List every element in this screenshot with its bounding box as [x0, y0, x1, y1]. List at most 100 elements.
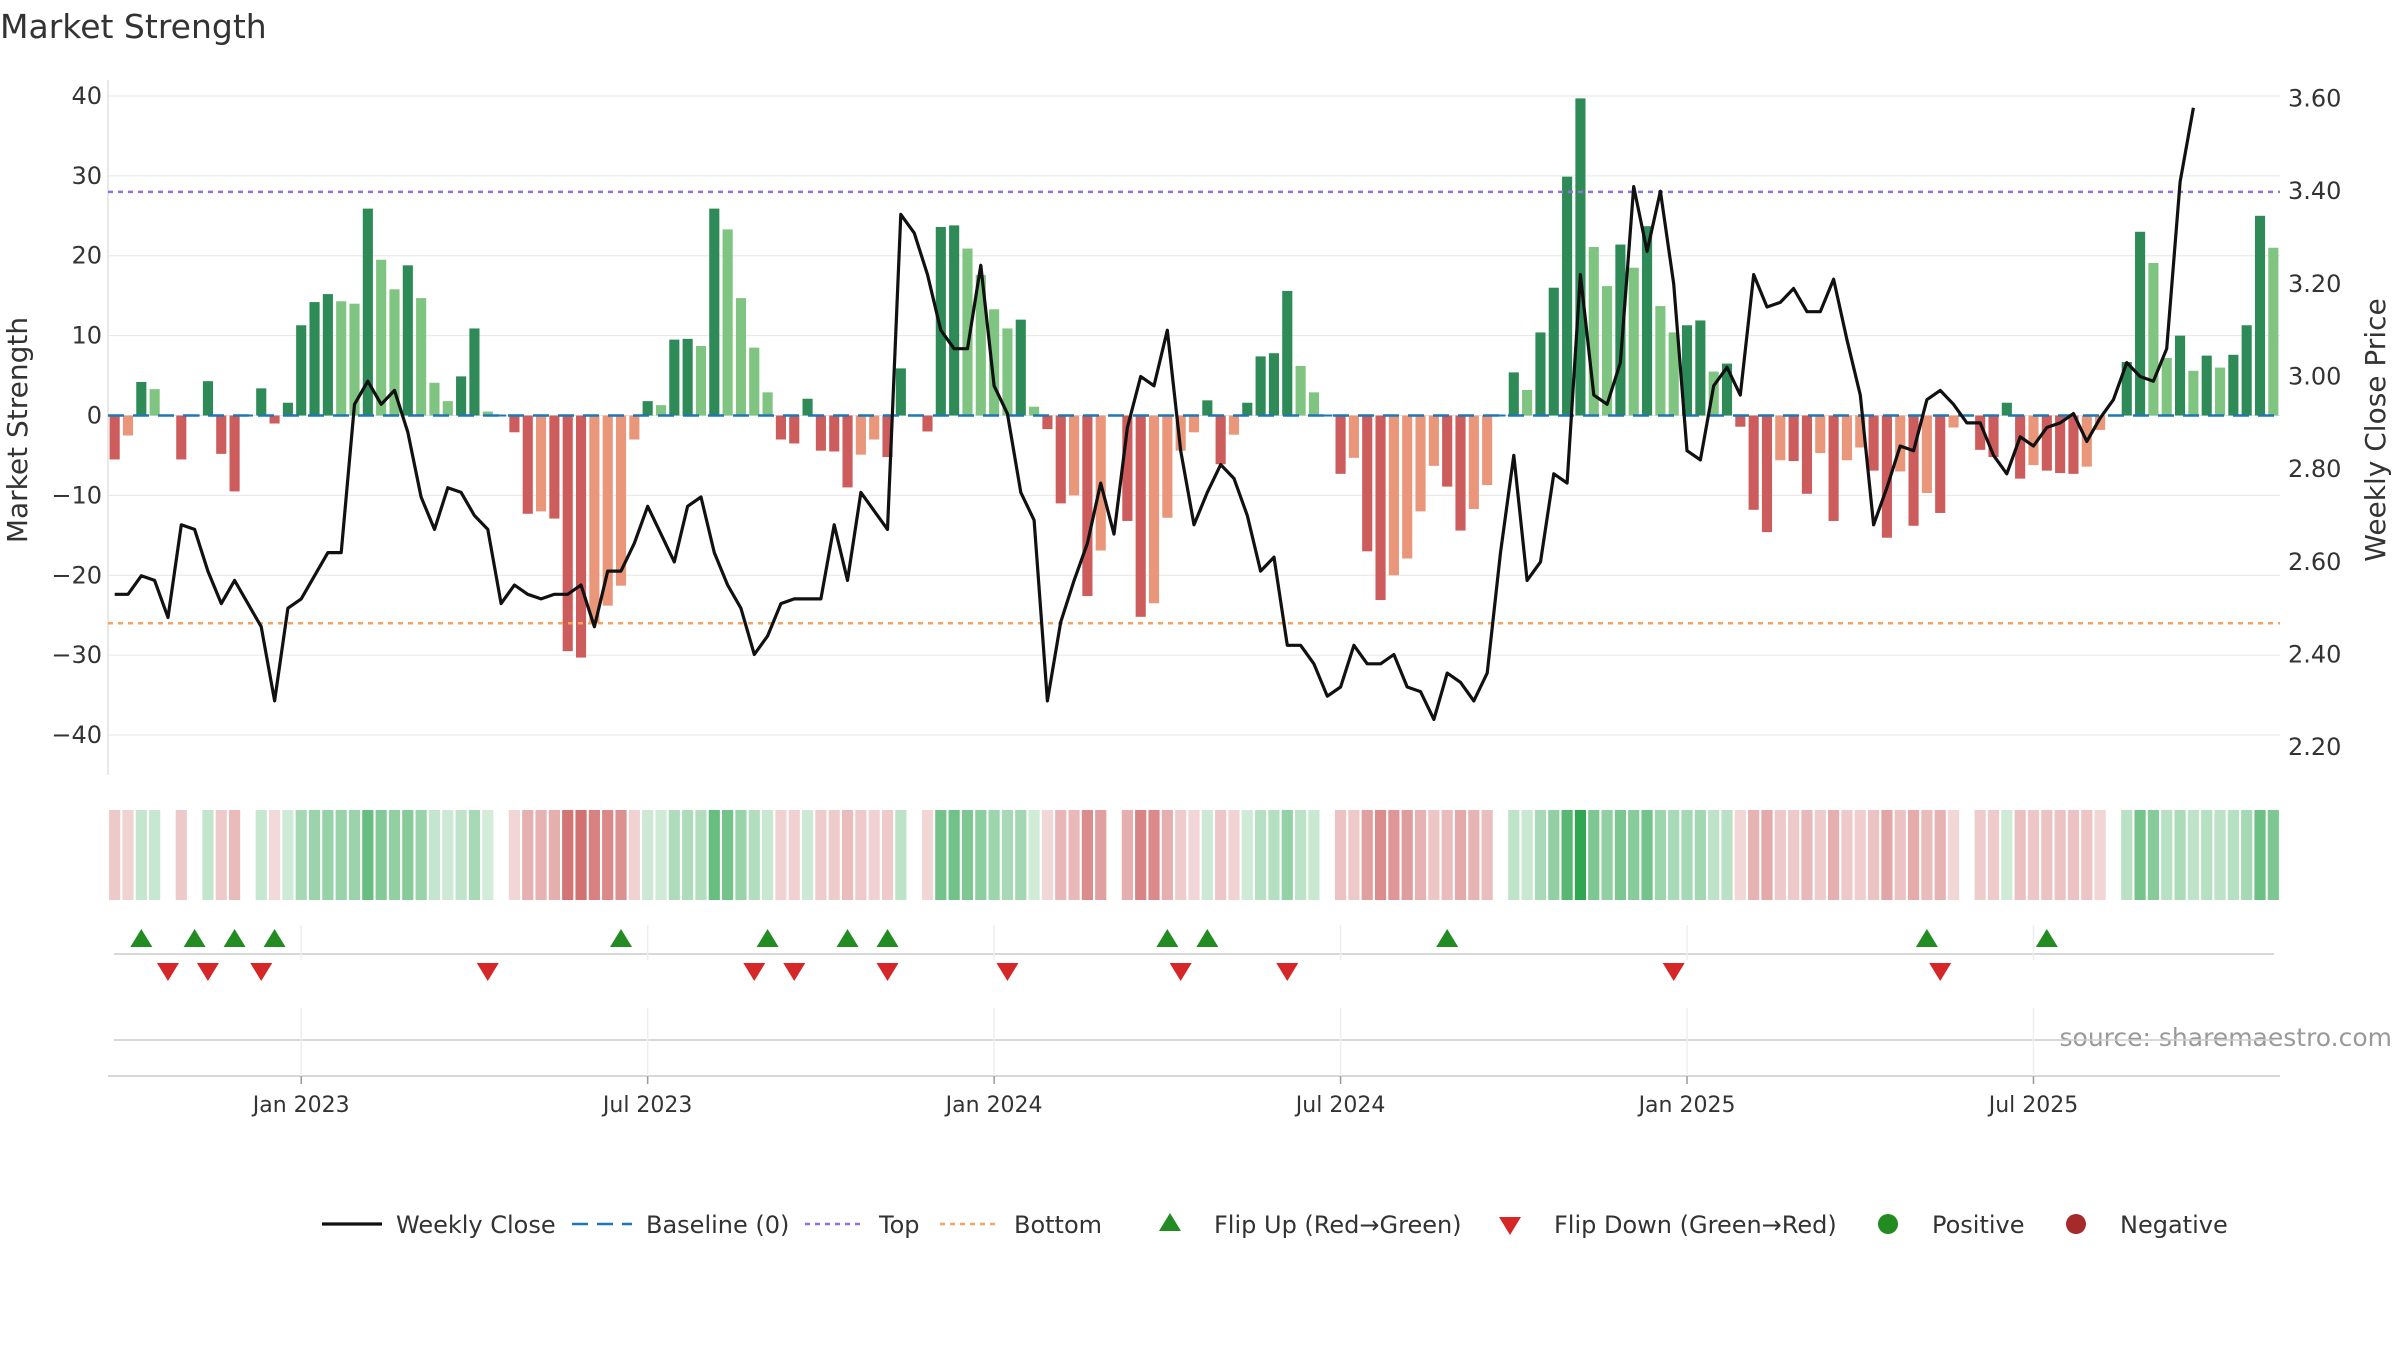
strength-bar — [216, 415, 227, 454]
heatmap-cell — [575, 810, 587, 900]
flip-up-marker — [263, 929, 286, 947]
heatmap-cell — [1921, 810, 1933, 900]
strength-bar — [136, 381, 147, 416]
strength-bar — [229, 415, 240, 492]
strength-bar — [269, 415, 280, 424]
strength-bar — [949, 225, 960, 416]
strength-bar — [2055, 415, 2066, 474]
heatmap-cell — [1308, 810, 1320, 900]
strength-bar — [1228, 415, 1240, 435]
heatmap-cell — [202, 810, 214, 900]
heatmap-cell — [122, 810, 134, 900]
strength-bar — [1868, 415, 1879, 471]
strength-bar — [1122, 415, 1133, 521]
heatmap-cell — [1348, 810, 1360, 900]
strength-bar — [1428, 415, 1439, 466]
strength-bar — [1322, 414, 1333, 417]
heatmap-cell — [1334, 810, 1347, 900]
strength-bar — [1135, 415, 1146, 617]
strength-bar — [309, 302, 320, 416]
legend-label: Positive — [1932, 1211, 2025, 1239]
y-tick-left: 40 — [71, 82, 102, 110]
heatmap-cell — [1388, 810, 1400, 900]
legend-label: Bottom — [1014, 1211, 1102, 1239]
strength-bar — [496, 414, 507, 417]
heatmap-cell — [1175, 810, 1187, 900]
strength-bar — [202, 381, 214, 416]
strength-bar — [669, 339, 680, 416]
strength-bar — [1881, 415, 1892, 538]
y-tick-left: 10 — [71, 322, 102, 350]
strength-bar — [109, 415, 120, 460]
heatmap-cell — [708, 810, 720, 900]
strength-bar — [1202, 400, 1213, 416]
heatmap-cell — [1268, 810, 1280, 900]
y-tick-left: −30 — [51, 641, 102, 669]
heatmap-cell — [775, 810, 787, 900]
heatmap-cell — [1055, 810, 1067, 900]
heatmap-cell — [2241, 810, 2253, 900]
flip-up-marker — [130, 929, 153, 947]
legend-item: Negative — [2066, 1211, 2228, 1239]
heatmap-cell — [2161, 810, 2173, 900]
heatmap-cell — [1721, 810, 1733, 900]
strength-bar — [442, 401, 453, 416]
heatmap-cell — [308, 810, 321, 900]
strength-bar — [1268, 353, 1280, 416]
y-axis-right-label: Weekly Close Price — [2359, 298, 2392, 561]
strength-bar — [1015, 319, 1026, 416]
heatmap-cell — [801, 810, 814, 900]
heatmap-cell — [855, 810, 867, 900]
heatmap-cell — [1881, 810, 1893, 900]
heatmap-cell — [242, 810, 253, 900]
strength-bar — [802, 398, 813, 416]
strength-bar — [1921, 415, 1932, 494]
heatmap-cell — [109, 810, 121, 900]
heatmap-cell — [1961, 810, 1972, 900]
legend-flip-down-green-red-marker — [1499, 1217, 1521, 1235]
heatmap-cell — [1774, 810, 1786, 900]
flip-up-marker — [1915, 929, 1938, 947]
flip-down-marker — [1662, 963, 1685, 981]
strength-bar — [1042, 415, 1053, 430]
strength-bar — [1828, 415, 1839, 521]
heatmap-cell — [1641, 810, 1653, 900]
strength-bar — [855, 415, 866, 455]
strength-bar — [1655, 306, 1666, 416]
heatmap-cell — [428, 810, 441, 900]
legend-positive-marker — [1878, 1214, 1898, 1234]
heatmap-cell — [1255, 810, 1267, 900]
heatmap-cell — [615, 810, 627, 900]
strength-bar — [1415, 415, 1426, 512]
heatmap-cell — [149, 810, 161, 900]
strength-bar — [2068, 415, 2079, 474]
flip-down-marker — [250, 963, 273, 981]
heatmap-cell — [1081, 810, 1093, 900]
heatmap-cell — [841, 810, 854, 900]
y-axis-left-label: Market Strength — [1, 317, 34, 543]
heatmap-cell — [1788, 810, 1800, 900]
strength-bar — [2148, 262, 2159, 416]
heatmap-cell — [1441, 810, 1453, 900]
heatmap-cell — [495, 810, 506, 900]
heatmap-cell — [1068, 810, 1080, 900]
heatmap-cell — [1521, 810, 1533, 900]
legend-item: Weekly Close — [322, 1211, 556, 1239]
x-tick-label: Jul 2023 — [601, 1093, 693, 1118]
chart-title: Market Strength — [0, 7, 267, 46]
y-tick-right: 3.60 — [2288, 85, 2341, 113]
legend-label: Weekly Close — [396, 1211, 556, 1239]
heatmap-cell — [1041, 810, 1054, 900]
source-label: source: sharemaestro.com — [2060, 1023, 2393, 1052]
flip-down-marker — [1276, 963, 1299, 981]
strength-bar — [1188, 415, 1200, 433]
heatmap-cell — [1161, 810, 1173, 900]
x-tick-label: Jan 2025 — [1637, 1093, 1736, 1118]
heatmap-cell — [1281, 810, 1293, 900]
heatmap-cell — [2227, 810, 2239, 900]
strength-bar — [1175, 415, 1186, 451]
strength-bar — [895, 368, 906, 416]
y-tick-left: 0 — [87, 402, 102, 430]
legend-item: Flip Down (Green→Red) — [1499, 1211, 1837, 1239]
strength-bar — [2241, 325, 2252, 416]
